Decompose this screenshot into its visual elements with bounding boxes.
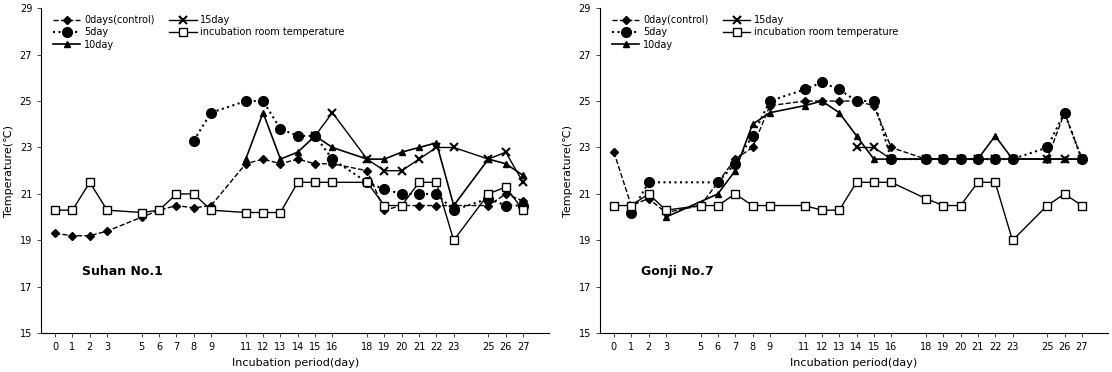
Y-axis label: Temperature(℃): Temperature(℃) (4, 125, 14, 217)
Y-axis label: Temperature(℃): Temperature(℃) (563, 125, 573, 217)
X-axis label: Incubation period(day): Incubation period(day) (791, 358, 917, 368)
Legend: 0day(control), 5day, 10day, 15day, incubation room temperature: 0day(control), 5day, 10day, 15day, incub… (610, 13, 901, 52)
Legend: 0days(control), 5day, 10day, 15day, incubation room temperature: 0days(control), 5day, 10day, 15day, incu… (51, 13, 347, 52)
X-axis label: Incubation period(day): Incubation period(day) (231, 358, 359, 368)
Text: Gonji No.7: Gonji No.7 (641, 265, 713, 278)
Text: Suhan No.1: Suhan No.1 (82, 265, 162, 278)
